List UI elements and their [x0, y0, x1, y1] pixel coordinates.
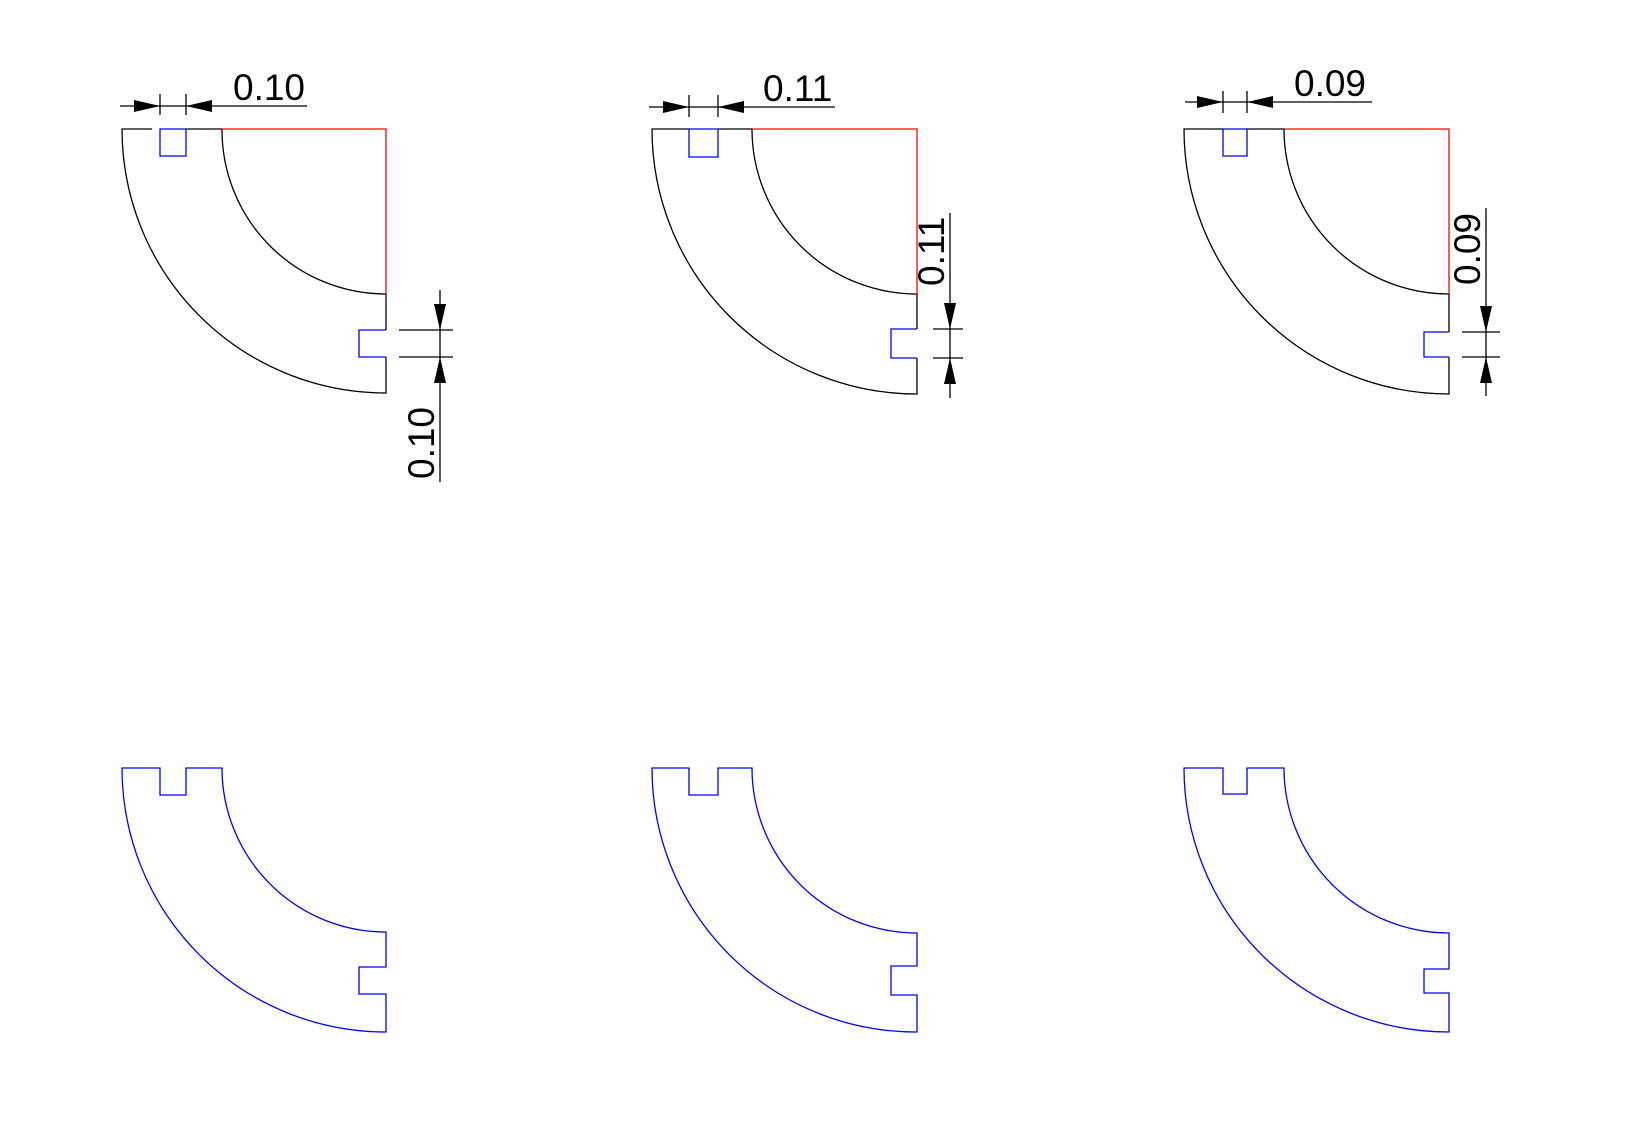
part-2-outline [651, 128, 918, 395]
part-2-side-dimension-text: 0.11 [911, 217, 952, 286]
part-2-side-slot [890, 328, 917, 359]
part-1-edge-line [222, 128, 387, 294]
part-3-side-slot [1423, 331, 1449, 358]
part-3-top-dimension: 0.09 [1185, 63, 1372, 113]
part-3-outline [1183, 128, 1450, 395]
part-2-top-dimension-text: 0.11 [763, 68, 832, 109]
part-1-side-dimension-text: 0.10 [401, 407, 442, 479]
part-3-top-slot [1222, 128, 1248, 157]
part-1-outline [121, 128, 387, 394]
part-2-top-dimension: 0.11 [649, 68, 835, 117]
annotated-part-2: 0.11 0.11 [649, 68, 963, 398]
part-3-side-dimension-text: 0.09 [1447, 213, 1488, 285]
part-2-side-dimension: 0.11 [911, 213, 963, 398]
part-2-edge-line [752, 128, 918, 294]
part-3-edge-line [1284, 128, 1450, 294]
part-3-side-dimension: 0.09 [1447, 208, 1500, 396]
part-1-top-dimension-text: 0.10 [233, 67, 305, 108]
annotated-part-3: 0.09 0.09 [1183, 63, 1500, 396]
part-1-side-dimension: 0.10 [399, 290, 453, 482]
part-3-top-dimension-text: 0.09 [1294, 63, 1366, 104]
part-1-top-dimension: 0.10 [120, 67, 307, 115]
profile-part-1 [121, 767, 387, 1033]
profile-part-2 [651, 767, 918, 1033]
part-2-top-slot [688, 128, 719, 158]
part-1-side-slot [358, 329, 386, 358]
profile-part-3 [1183, 767, 1450, 1033]
annotated-part-1: 0.10 0.10 [120, 67, 453, 482]
part-1-top-slot [159, 128, 187, 157]
